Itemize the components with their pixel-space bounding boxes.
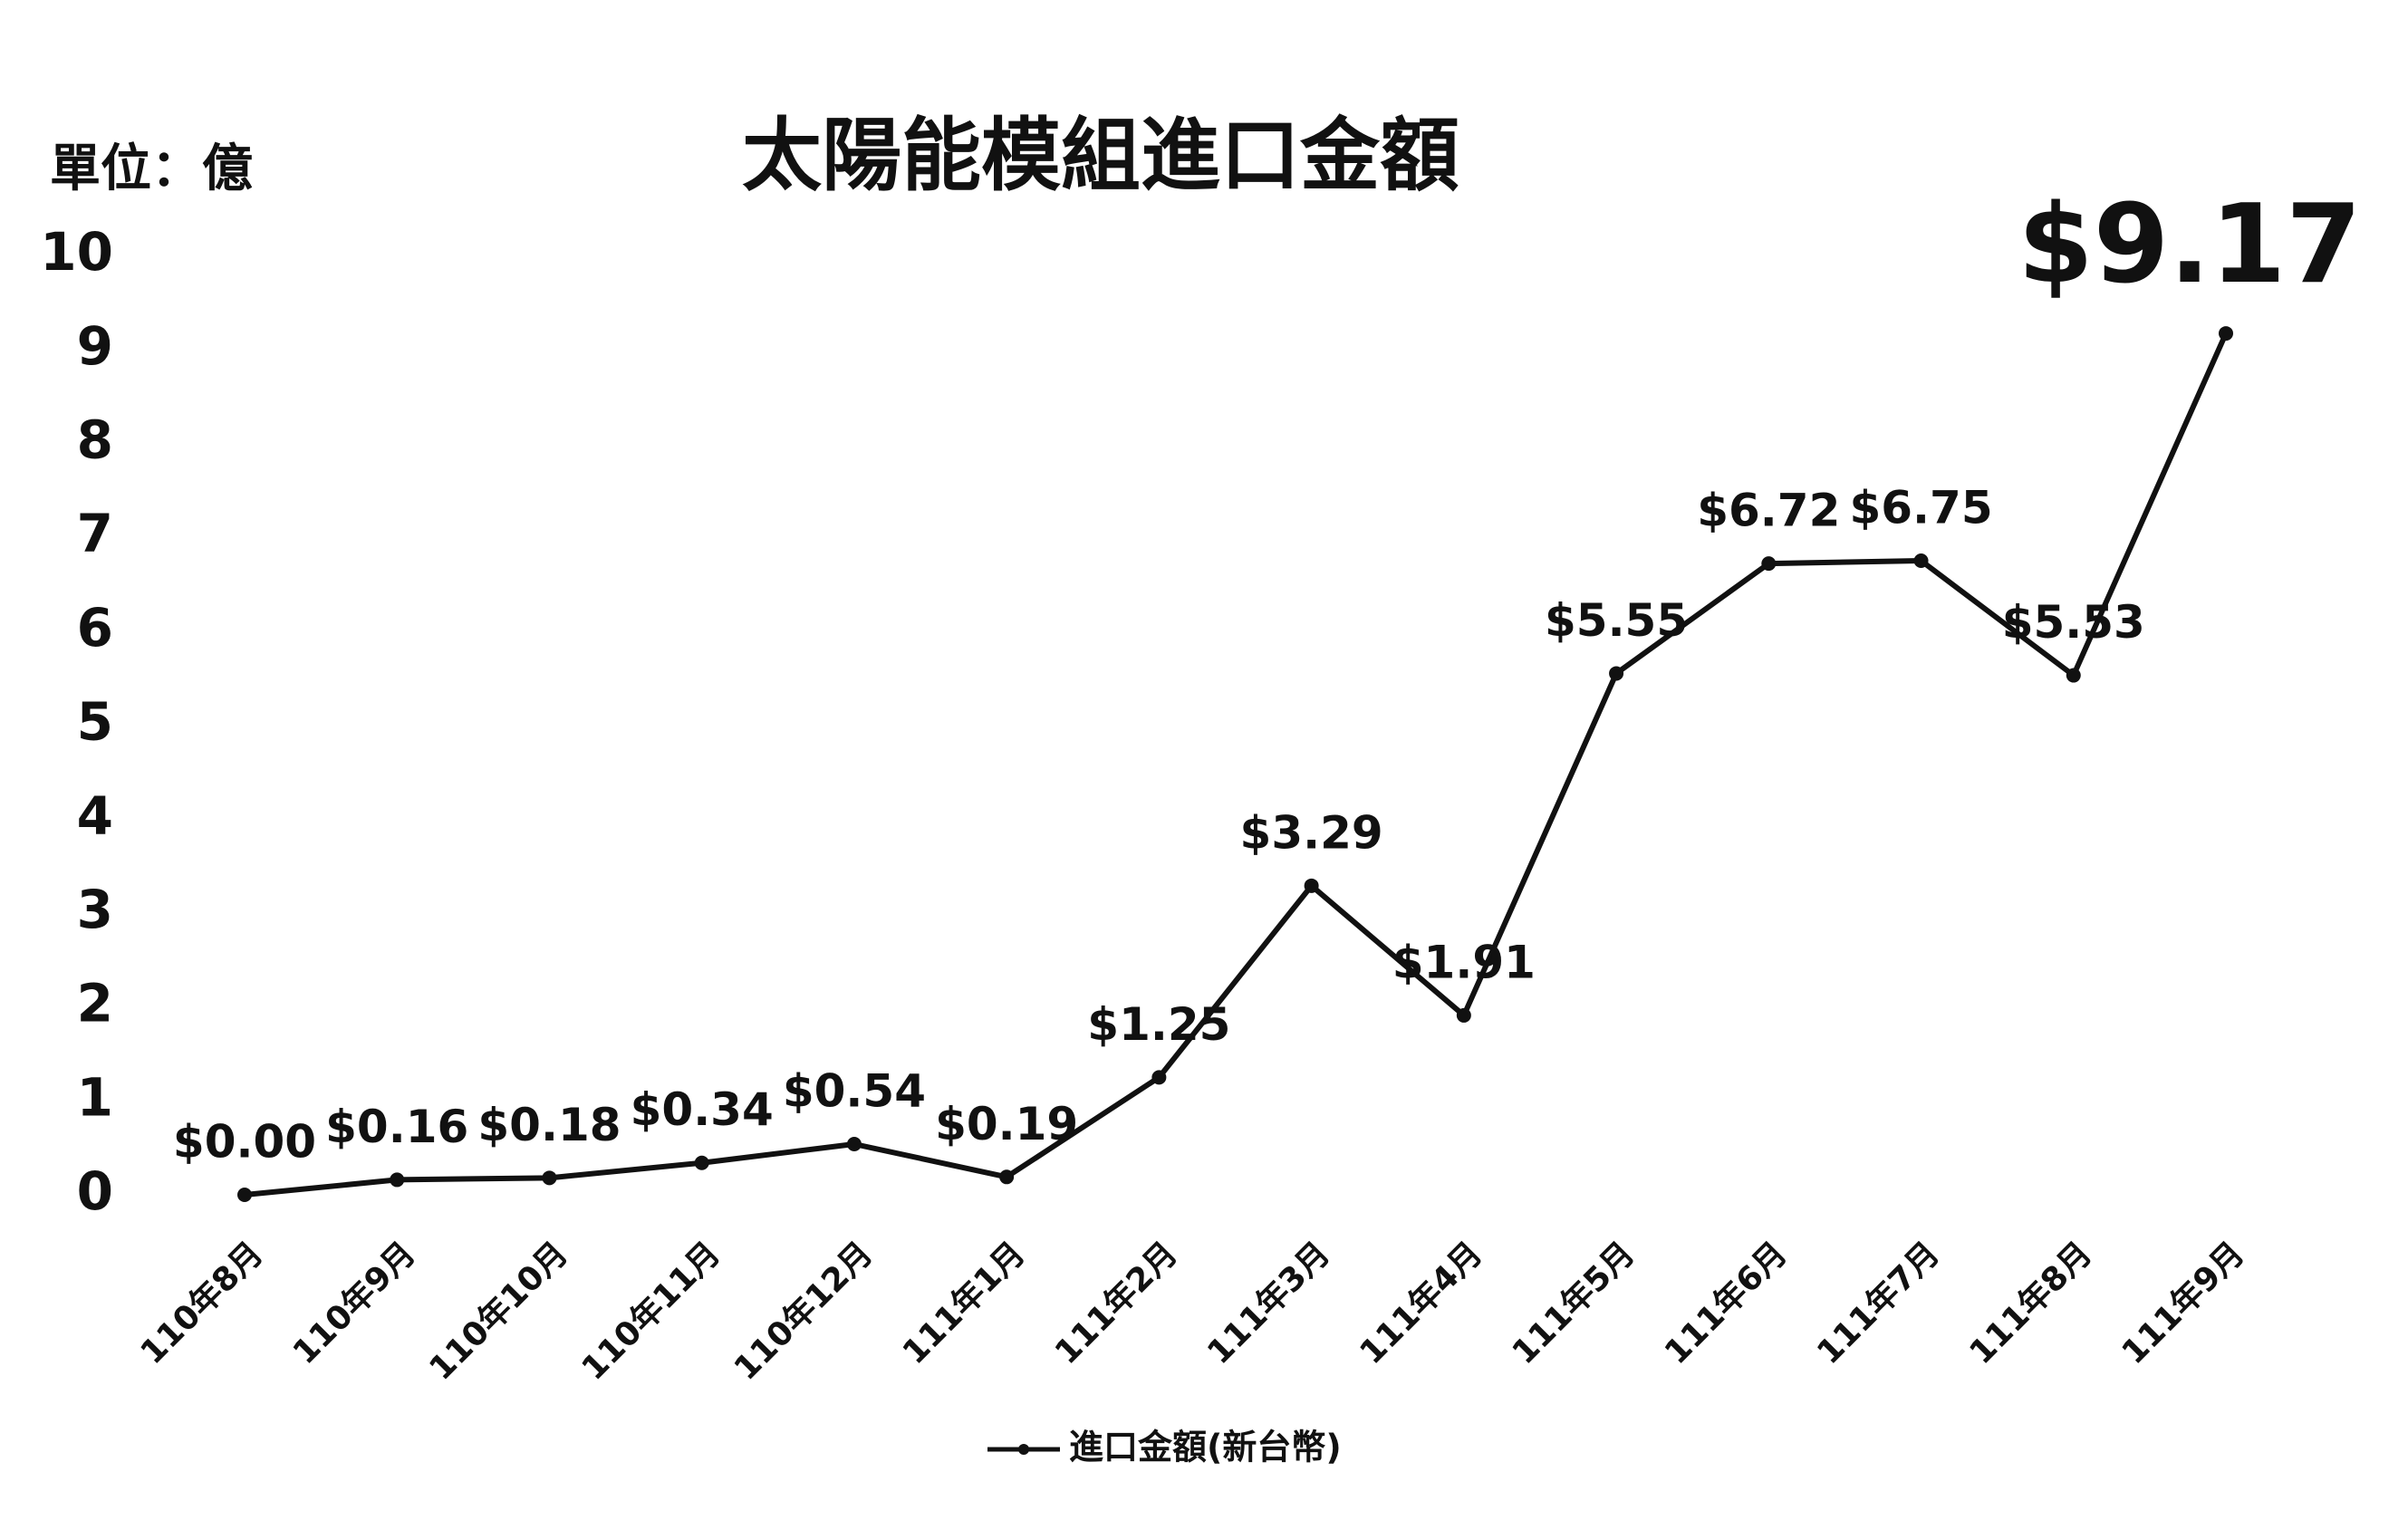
data-label: $1.91 (1392, 936, 1536, 988)
point (237, 1188, 252, 1202)
y-tick-label: 3 (77, 879, 113, 940)
data-label: $0.16 (325, 1101, 468, 1153)
chart-title: 太陽能模組進口金額 (742, 109, 1459, 202)
data-label: $9.17 (2018, 182, 2362, 308)
data-label: $6.75 (1849, 482, 1992, 534)
point (2219, 326, 2233, 342)
point (1609, 666, 1624, 681)
point (694, 1155, 709, 1170)
data-label: $5.53 (2002, 596, 2145, 649)
y-tick-label: 10 (40, 221, 113, 283)
point (542, 1170, 557, 1186)
point (2066, 668, 2081, 683)
y-tick-label: 4 (77, 784, 113, 846)
data-label: $0.54 (783, 1065, 926, 1118)
y-tick-label: 2 (77, 973, 113, 1034)
point (1913, 553, 1929, 569)
data-label: $5.55 (1545, 594, 1688, 647)
legend-label: 進口金額(新台幣) (1069, 1428, 1342, 1467)
data-label: $0.00 (173, 1116, 316, 1169)
point (390, 1172, 405, 1188)
data-label: $1.25 (1087, 998, 1230, 1051)
data-label: $0.18 (477, 1099, 621, 1151)
y-tick-label: 7 (77, 503, 113, 564)
point (1761, 556, 1777, 572)
point (1304, 878, 1319, 893)
data-label: $0.34 (631, 1083, 774, 1136)
y-tick-label: 5 (77, 691, 113, 753)
point (999, 1169, 1015, 1185)
data-label: $0.19 (935, 1098, 1078, 1150)
data-label: $3.29 (1240, 806, 1383, 859)
y-tick-label: 1 (77, 1066, 113, 1128)
point (1456, 1007, 1471, 1023)
y-axis-label: 單位：億 (50, 139, 253, 198)
point (846, 1137, 862, 1152)
y-tick-label: 8 (77, 409, 113, 471)
y-tick-label: 0 (77, 1160, 113, 1222)
y-tick-label: 9 (77, 315, 113, 377)
point (1151, 1070, 1167, 1085)
y-tick-label: 6 (77, 597, 113, 659)
line (244, 332, 2229, 1198)
data-label: $6.72 (1697, 485, 1840, 537)
legend-marker (1018, 1444, 1029, 1455)
